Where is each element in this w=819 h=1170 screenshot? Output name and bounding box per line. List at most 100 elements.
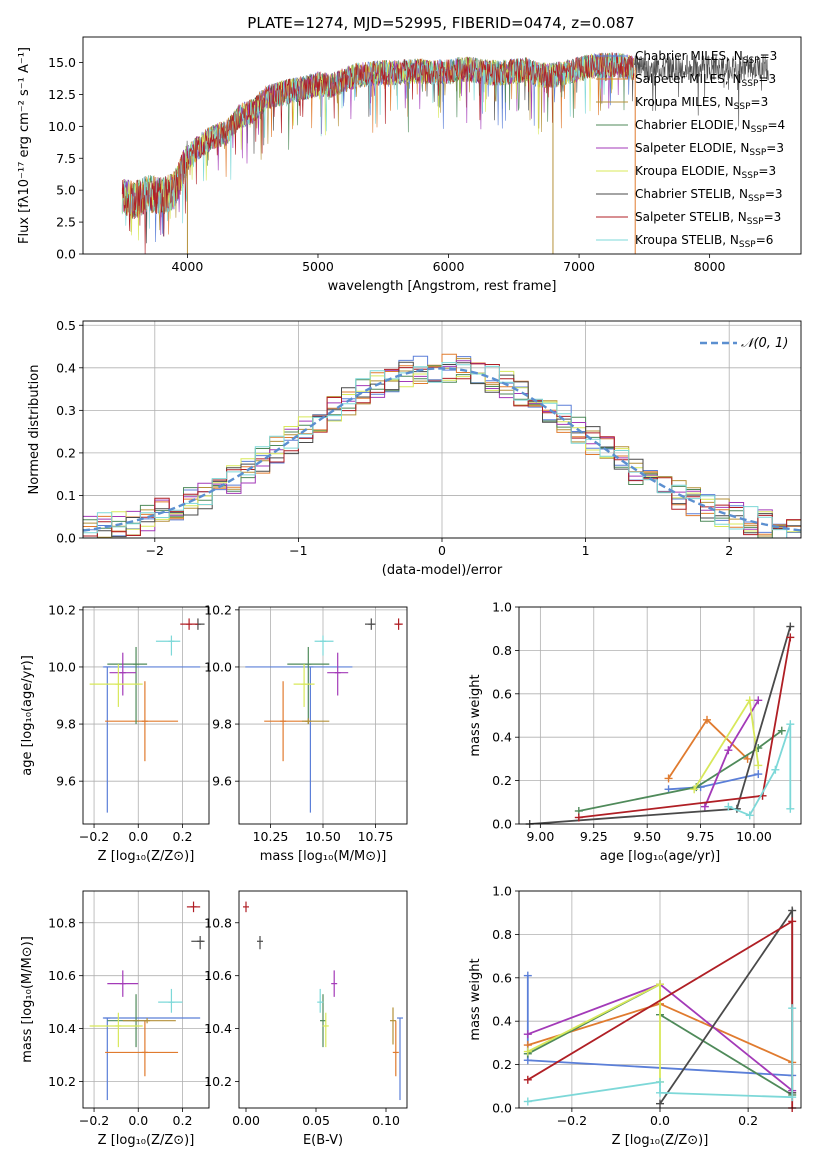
y-tick-label: 10.6 bbox=[48, 968, 76, 983]
y-tick-label: 9.6 bbox=[212, 774, 232, 789]
y-tick-label: 0.4 bbox=[56, 360, 76, 375]
x-tick-label: 10.50 bbox=[305, 829, 341, 844]
x-axis-label: (data-model)/error bbox=[382, 563, 503, 578]
x-tick-label: 2 bbox=[725, 543, 733, 558]
x-tick-label: −0.2 bbox=[557, 1113, 587, 1128]
legend-label: Chabrier ELODIE, NSSP=4 bbox=[635, 118, 785, 135]
x-axis-label: Z [log₁₀(Z/Z⊙)] bbox=[98, 1133, 195, 1148]
y-tick-label: 0.8 bbox=[492, 643, 512, 658]
x-tick-label: 0.2 bbox=[173, 1113, 193, 1128]
y-tick-label: 0.0 bbox=[492, 1101, 512, 1116]
legend-label: Chabrier STELIB, NSSP=3 bbox=[635, 187, 783, 204]
y-tick-label: 0.0 bbox=[56, 531, 76, 546]
y-tick-label: 0.2 bbox=[56, 445, 76, 460]
y-axis-label: Flux [fλ10⁻¹⁷ erg cm⁻² s⁻¹ A⁻¹] bbox=[17, 47, 32, 244]
y-axis-label: age [log₁₀(age/yr)] bbox=[20, 655, 35, 776]
legend-subscript: SSP bbox=[748, 194, 765, 204]
y-tick-label: 10.2 bbox=[48, 1074, 76, 1089]
axes-frame-spectrum bbox=[82, 36, 802, 255]
y-tick-label: 10.4 bbox=[204, 1021, 232, 1036]
axes-frame-mass-vs-EBV bbox=[238, 890, 408, 1109]
legend-subscript: SSP bbox=[743, 56, 760, 66]
y-tick-label: 10.8 bbox=[48, 915, 76, 930]
y-tick-label: 0.4 bbox=[492, 730, 512, 745]
x-tick-label: 4000 bbox=[172, 259, 204, 274]
weight-line-1 bbox=[667, 718, 749, 779]
legend-subscript: SSP bbox=[734, 102, 751, 112]
y-axis-label: mass [log₁₀(M/M⊙)] bbox=[20, 936, 35, 1063]
x-tick-label: 9.00 bbox=[526, 829, 554, 844]
legend-label: Kroupa STELIB, NSSP=6 bbox=[635, 233, 773, 250]
x-tick-label: 0.05 bbox=[302, 1113, 330, 1128]
x-tick-label: 1 bbox=[582, 543, 590, 558]
weight-line-3 bbox=[578, 729, 783, 812]
axes-age-vs-mass: 10.25 10.50 10.75 9.6 9.8 10.0 10.2 mass [log₁₀… bbox=[204, 602, 407, 864]
legend-subscript: SSP bbox=[747, 217, 764, 227]
axes-spectrum: 4000 5000 6000 7000 8000 0.0 2.5 5.0 7.5 10.0 12.5… bbox=[17, 47, 726, 294]
x-tick-label: 8000 bbox=[694, 259, 726, 274]
legend-value: =3 bbox=[765, 187, 783, 201]
residual-histogram-8 bbox=[83, 362, 801, 538]
y-tick-label: 0.1 bbox=[56, 488, 76, 503]
x-tick-label: 10.25 bbox=[253, 829, 289, 844]
x-axis-label: wavelength [Angstrom, rest frame] bbox=[328, 279, 557, 294]
y-tick-label: 9.8 bbox=[56, 717, 76, 732]
y-tick-label: 0.6 bbox=[492, 970, 512, 985]
legend-subscript: SSP bbox=[739, 240, 756, 250]
weight-line-7 bbox=[578, 637, 792, 819]
axes-age-vs-Z: −0.2 0.0 0.2 9.6 9.8 10.0 10.2 Z [log₁₀(Z/Z⊙)] a… bbox=[20, 602, 209, 864]
y-tick-label: 12.5 bbox=[48, 87, 76, 102]
y-tick-label: 10.0 bbox=[204, 659, 232, 674]
x-tick-label: 10.75 bbox=[358, 829, 394, 844]
x-tick-label: 6000 bbox=[433, 259, 465, 274]
y-tick-label: 10.4 bbox=[48, 1021, 76, 1036]
x-tick-label: −1 bbox=[289, 543, 307, 558]
x-tick-label: 0.2 bbox=[738, 1113, 758, 1128]
y-tick-label: 9.8 bbox=[212, 717, 232, 732]
legend-label: Salpeter MILES, NSSP=3 bbox=[635, 72, 776, 89]
x-axis-label: age [log₁₀(age/yr)] bbox=[600, 849, 721, 864]
figure-title: PLATE=1274, MJD=52995, FIBERID=0474, z=0… bbox=[247, 14, 634, 32]
x-tick-label: 9.50 bbox=[633, 829, 661, 844]
axes-frame-mass-vs-Z bbox=[82, 890, 210, 1109]
x-axis-label: E(B-V) bbox=[303, 1133, 343, 1148]
axes-frame-age-vs-Z bbox=[82, 606, 210, 825]
y-tick-label: 0.4 bbox=[492, 1014, 512, 1029]
y-tick-label: 2.5 bbox=[56, 215, 76, 230]
y-tick-label: 1.0 bbox=[492, 884, 512, 899]
y-tick-label: 10.6 bbox=[204, 968, 232, 983]
axes-frame-residuals bbox=[82, 320, 802, 539]
legend-label: Salpeter STELIB, NSSP=3 bbox=[635, 210, 781, 227]
legend-value: =3 bbox=[758, 164, 776, 178]
x-tick-label: 0.0 bbox=[128, 829, 148, 844]
y-tick-label: 10.2 bbox=[204, 602, 232, 617]
y-tick-label: 10.0 bbox=[48, 119, 76, 134]
x-axis-label: Z [log₁₀(Z/Z⊙)] bbox=[612, 1133, 709, 1148]
y-tick-label: 10.8 bbox=[204, 915, 232, 930]
legend-label: Kroupa ELODIE, NSSP=3 bbox=[635, 164, 776, 181]
y-tick-label: 0.2 bbox=[492, 1057, 512, 1072]
axes-frame-weight-vs-Z bbox=[518, 890, 802, 1109]
x-tick-label: 0.10 bbox=[372, 1113, 400, 1128]
y-axis-label: mass weight bbox=[468, 958, 483, 1040]
legend-subscript: SSP bbox=[742, 171, 759, 181]
y-axis-label: Normed distribution bbox=[27, 365, 42, 495]
legend-label: 𝒩(0, 1) bbox=[741, 336, 788, 351]
y-tick-label: 0.3 bbox=[56, 403, 76, 418]
x-tick-label: 0.0 bbox=[650, 1113, 670, 1128]
legend-value: =3 bbox=[766, 141, 784, 155]
y-tick-label: 0.8 bbox=[492, 927, 512, 942]
y-tick-label: 5.0 bbox=[56, 183, 76, 198]
x-tick-label: 0.0 bbox=[128, 1113, 148, 1128]
x-axis-label: Z [log₁₀(Z/Z⊙)] bbox=[98, 849, 195, 864]
legend-label: Chabrier MILES, NSSP=3 bbox=[635, 49, 777, 66]
legend-value: =6 bbox=[756, 233, 774, 247]
y-tick-label: 7.5 bbox=[56, 151, 76, 166]
axes-frame-weight-vs-age bbox=[518, 606, 802, 825]
legend-value: =3 bbox=[764, 210, 782, 224]
y-tick-label: 10.2 bbox=[204, 1074, 232, 1089]
y-tick-label: 15.0 bbox=[48, 55, 76, 70]
y-tick-label: 10.0 bbox=[48, 659, 76, 674]
spectrum-line-7 bbox=[121, 52, 635, 254]
